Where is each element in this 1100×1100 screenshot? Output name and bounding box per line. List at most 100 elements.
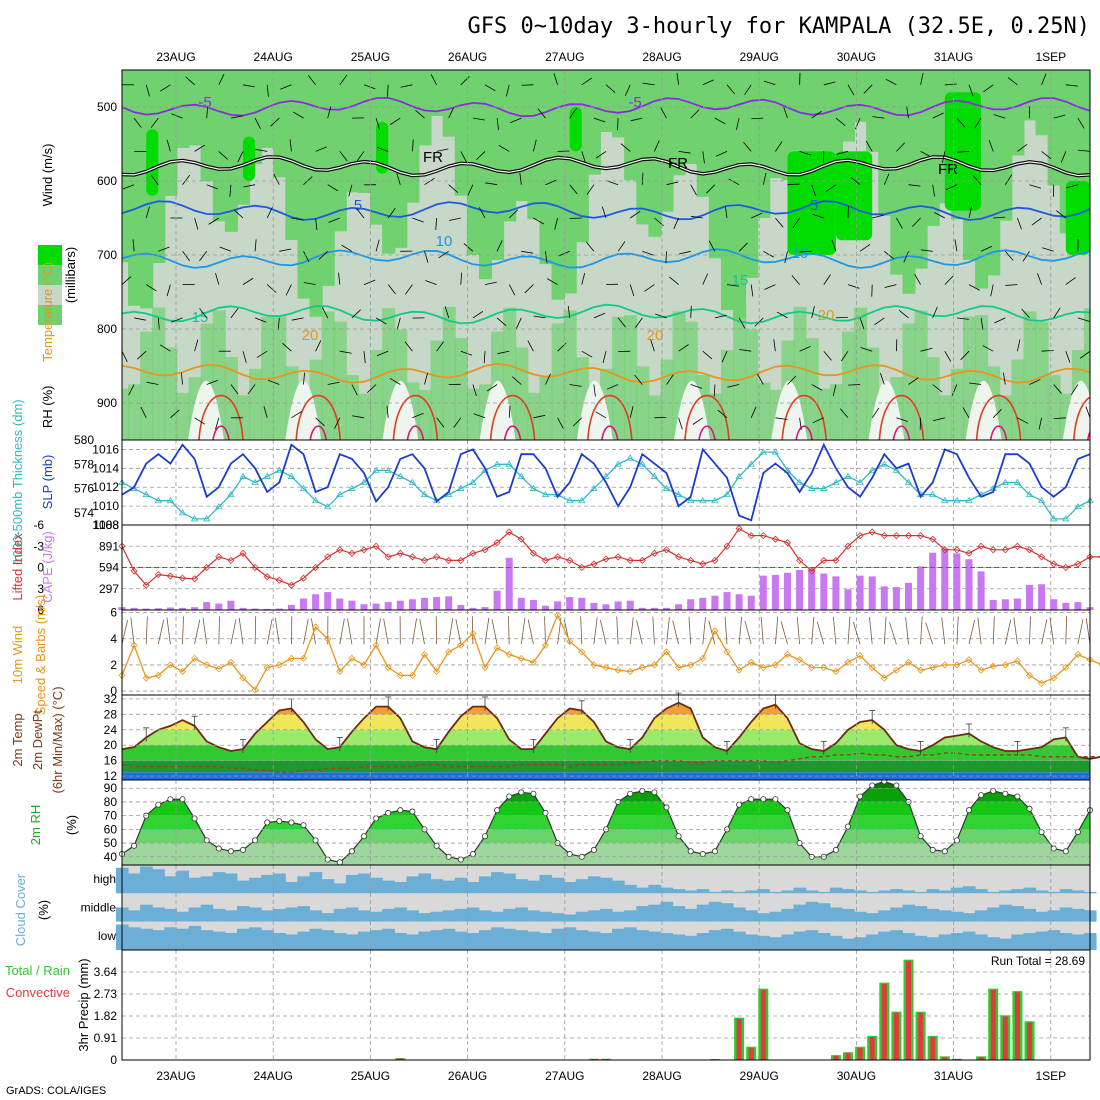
cloud-cell [491, 927, 504, 950]
cloud-cell [478, 876, 492, 894]
wind-barb [1080, 350, 1090, 359]
cloud-cell [962, 913, 976, 922]
cloud-cell [962, 931, 976, 950]
wind-barb [1041, 349, 1054, 352]
cloud-cell [829, 935, 843, 950]
wind-speed-point [892, 666, 900, 674]
wind-barb [230, 384, 239, 395]
wind-barb [751, 117, 764, 120]
wind-barb [122, 417, 123, 419]
cloud-cell [333, 883, 347, 894]
rh-mid-column [660, 70, 674, 212]
bottom-date-label: 23AUG [156, 1069, 195, 1083]
wind-barb [463, 243, 474, 252]
rh-mid-column [442, 70, 456, 137]
wind-speed-point [505, 650, 513, 659]
precip-ytick: 3.64 [94, 965, 118, 979]
wind-barb [1077, 317, 1090, 322]
wind-barb [206, 106, 209, 119]
thickness-point [735, 472, 743, 479]
wind-speed-point [191, 654, 199, 662]
wind-speed-point [1062, 663, 1070, 672]
thickness-point [723, 490, 731, 498]
rh-point [893, 782, 900, 789]
rh-mid-column [321, 70, 335, 286]
lifted-point [578, 563, 586, 572]
cloud-cell [817, 891, 831, 894]
wind-barb [865, 140, 873, 152]
rh-dark-patch [1065, 181, 1090, 255]
wind-barb [791, 275, 800, 285]
rh-low-column [757, 382, 771, 440]
wind-ytick: 2 [110, 658, 117, 672]
rh-point [542, 809, 549, 816]
rh-low-column [817, 388, 831, 440]
wind-barb [396, 317, 401, 330]
wind-barb [404, 341, 413, 352]
lifted-point [1013, 542, 1021, 550]
rh-mid-column [261, 70, 275, 148]
ylabel-minmax: (6hr Min/Max) (°C) [50, 686, 65, 793]
cape-bar [191, 607, 199, 610]
wind-barb [230, 308, 239, 319]
wind-barb [1065, 84, 1078, 87]
cloud-cell [442, 910, 456, 922]
thickness-point [662, 484, 671, 491]
lifted-point [832, 556, 840, 564]
thickness-line [121, 451, 1091, 520]
lifted-point [820, 556, 828, 564]
wind-barb [750, 284, 754, 297]
cloud-cell [975, 910, 988, 922]
rh-mid-column [345, 70, 359, 193]
cloud-cell [902, 904, 916, 922]
wind-barb [547, 278, 558, 285]
wind-barb [617, 118, 619, 131]
wind-speed-point [348, 654, 356, 662]
wind-barb [983, 84, 994, 93]
wind-barb [884, 284, 897, 288]
rh-point [227, 848, 234, 855]
wind-barb-10m [1077, 619, 1084, 645]
thickness-point [602, 472, 610, 479]
rh-mid-column [612, 70, 626, 138]
temp-ytick: 20 [104, 738, 118, 752]
lifted-point [880, 532, 888, 540]
wind-barb [303, 372, 305, 385]
run-total-label: Run Total = 28.69 [991, 954, 1086, 968]
cloud-cell [769, 911, 782, 922]
upper-air-panel: -5 -5 FR FR FR 5 5 10 10 15 15 20 20 20 500 600 700 800 90… [38, 69, 1091, 441]
wind-barb [896, 142, 906, 152]
wind-barb-10m [182, 616, 184, 645]
lifted-point [287, 581, 295, 589]
rh-point [215, 845, 222, 852]
wind-speed-point [868, 663, 876, 672]
wind-barb [715, 151, 728, 157]
cloud-cell [212, 931, 226, 950]
rh-point [409, 808, 416, 815]
cloud-cell [672, 906, 686, 922]
cape-bar [300, 598, 307, 610]
wind-barb-10m [130, 617, 135, 645]
cloud-cell [841, 908, 855, 922]
wind-barb-10m [941, 617, 946, 645]
thickness-point [215, 503, 223, 510]
cloud-cell [938, 934, 952, 950]
wind-speed-point [929, 663, 937, 672]
cloud-cell [999, 890, 1012, 894]
contour-label: FR [938, 161, 958, 178]
wind-barb [871, 407, 880, 419]
wind-barb [476, 151, 486, 161]
wind-barb [642, 250, 654, 256]
thickness-point [420, 490, 429, 498]
cloud-cell [273, 933, 286, 950]
wind-barb [825, 184, 837, 192]
rh-low-column [950, 368, 964, 440]
rh-point [155, 801, 162, 808]
wind-barb [263, 406, 268, 418]
wind-barb [839, 408, 849, 419]
wind-barb [436, 148, 449, 152]
wind-barb [713, 384, 716, 397]
cloud-cell [539, 933, 553, 950]
wind-barb [605, 84, 616, 93]
wind-barb-10m [527, 619, 534, 645]
